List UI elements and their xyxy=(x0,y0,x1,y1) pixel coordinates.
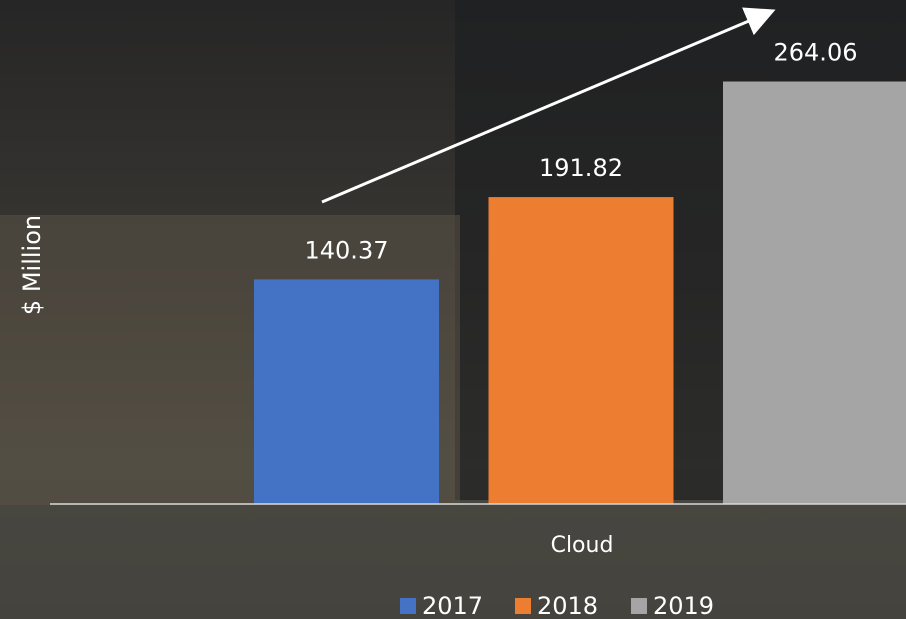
legend-label: 2017 xyxy=(422,592,483,619)
value-label: 264.06 xyxy=(774,39,858,67)
legend-label: 2019 xyxy=(653,592,714,619)
bar xyxy=(723,81,906,504)
bar xyxy=(488,197,674,504)
legend-swatch xyxy=(631,598,647,614)
value-label: 140.37 xyxy=(305,236,389,264)
bar xyxy=(254,279,439,504)
ground xyxy=(0,505,906,619)
value-label: 191.82 xyxy=(539,154,623,182)
y-axis-label: $ Million xyxy=(18,215,46,315)
x-tick-label: Cloud xyxy=(551,533,614,558)
trend-arrow xyxy=(321,7,776,204)
legend-swatch xyxy=(400,598,416,614)
legend-label: 2018 xyxy=(537,592,598,619)
legend-swatch xyxy=(515,598,531,614)
